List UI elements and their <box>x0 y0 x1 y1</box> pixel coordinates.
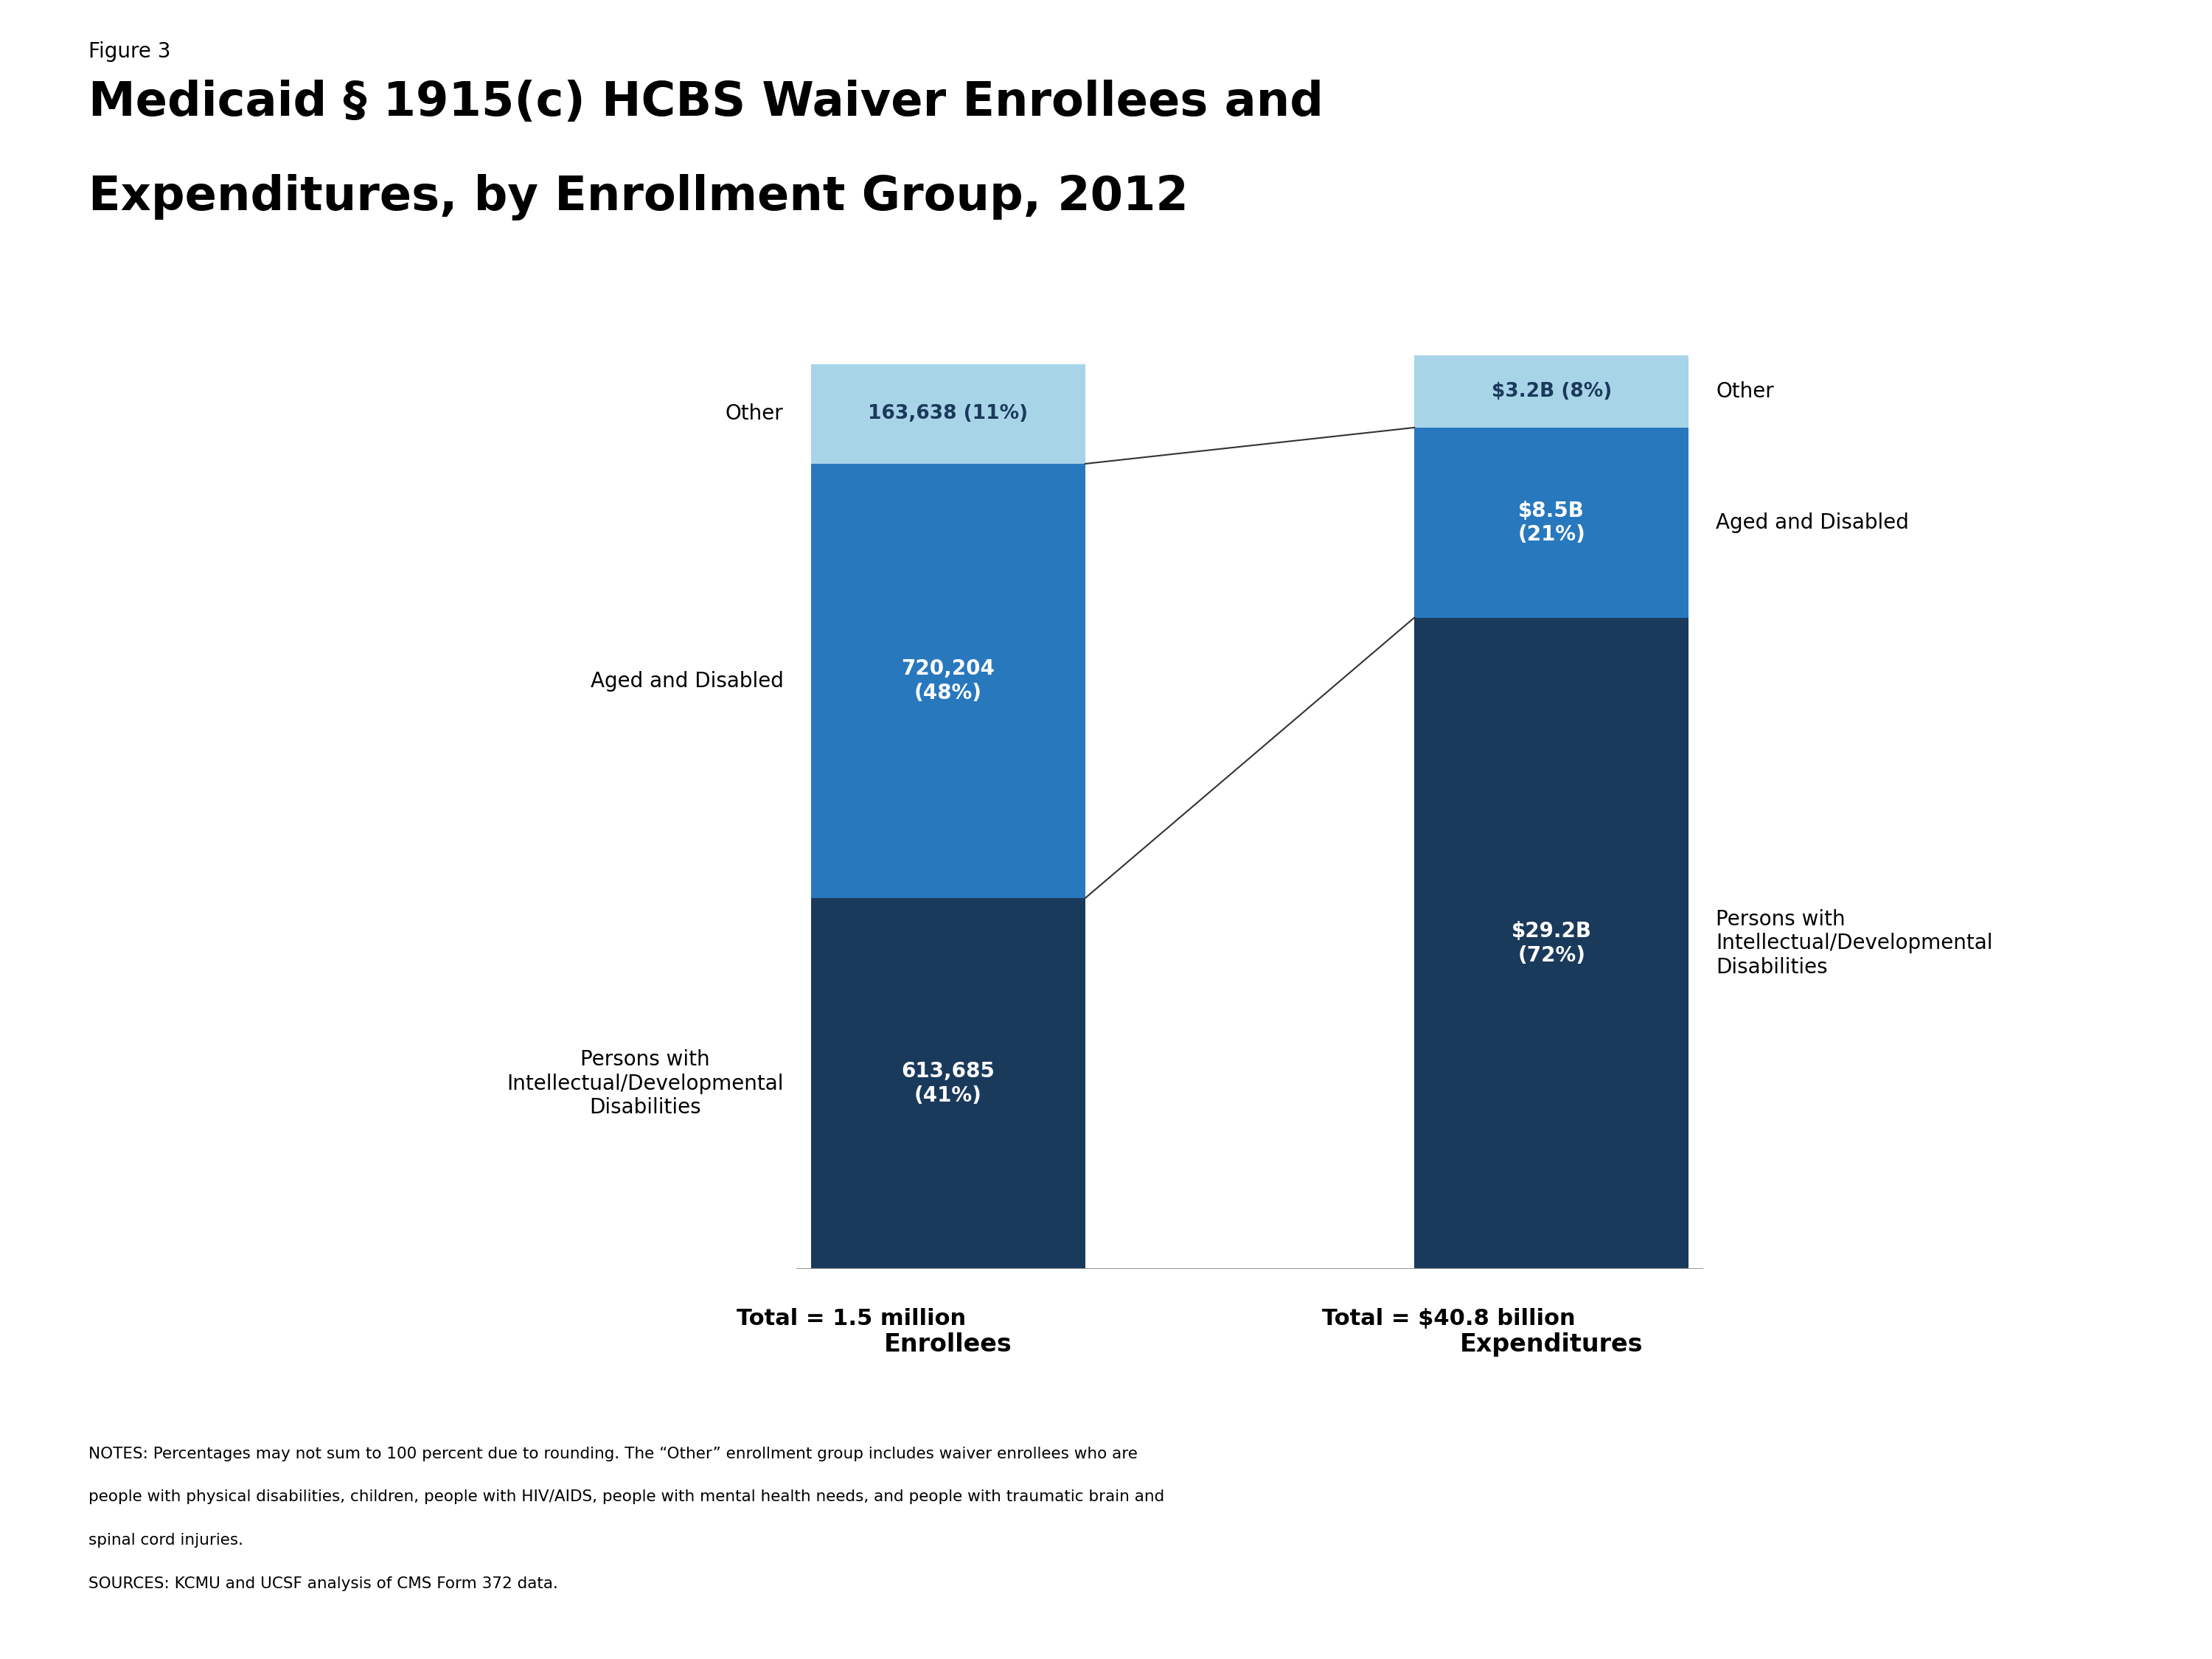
Text: NOTES: Percentages may not sum to 100 percent due to rounding. The “Other” enrol: NOTES: Percentages may not sum to 100 pe… <box>88 1447 1137 1462</box>
Text: 720,204
(48%): 720,204 (48%) <box>900 659 995 703</box>
Text: THE HENRY J.: THE HENRY J. <box>2006 1450 2066 1458</box>
Bar <box>1413 428 1688 617</box>
Text: Enrollees: Enrollees <box>885 1332 1013 1357</box>
Text: 163,638 (11%): 163,638 (11%) <box>867 405 1029 423</box>
Text: FOUNDATION: FOUNDATION <box>2006 1589 2066 1598</box>
Text: Other: Other <box>726 403 783 425</box>
Text: Persons with
Intellectual/Developmental
Disabilities: Persons with Intellectual/Developmental … <box>507 1050 783 1118</box>
Text: Persons with
Intellectual/Developmental
Disabilities: Persons with Intellectual/Developmental … <box>1717 909 1993 977</box>
Text: 613,685
(41%): 613,685 (41%) <box>900 1062 995 1107</box>
Bar <box>1413 355 1688 428</box>
Text: people with physical disabilities, children, people with HIV/AIDS, people with m: people with physical disabilities, child… <box>88 1490 1164 1505</box>
Text: spinal cord injuries.: spinal cord injuries. <box>88 1533 243 1548</box>
Text: Aged and Disabled: Aged and Disabled <box>1717 513 1909 533</box>
Text: Figure 3: Figure 3 <box>88 41 170 61</box>
Text: Expenditures, by Enrollment Group, 2012: Expenditures, by Enrollment Group, 2012 <box>88 174 1188 221</box>
Text: Expenditures: Expenditures <box>1460 1332 1644 1357</box>
Text: $29.2B
(72%): $29.2B (72%) <box>1511 921 1593 966</box>
Bar <box>1413 617 1688 1269</box>
Text: $3.2B (8%): $3.2B (8%) <box>1491 382 1613 401</box>
Text: Total = 1.5 million: Total = 1.5 million <box>737 1309 967 1329</box>
Text: $8.5B
(21%): $8.5B (21%) <box>1517 501 1586 544</box>
Bar <box>812 365 1086 465</box>
Text: Aged and Disabled: Aged and Disabled <box>591 670 783 692</box>
Text: Total = $40.8 billion: Total = $40.8 billion <box>1323 1309 1575 1329</box>
Bar <box>812 465 1086 898</box>
Text: Other: Other <box>1717 382 1774 401</box>
Text: SOURCES: KCMU and UCSF analysis of CMS Form 372 data.: SOURCES: KCMU and UCSF analysis of CMS F… <box>88 1576 557 1591</box>
Bar <box>812 898 1086 1269</box>
Text: Medicaid § 1915(c) HCBS Waiver Enrollees and: Medicaid § 1915(c) HCBS Waiver Enrollees… <box>88 80 1323 126</box>
Text: FAMILY: FAMILY <box>2004 1536 2068 1551</box>
Text: KAISER: KAISER <box>2002 1501 2070 1516</box>
